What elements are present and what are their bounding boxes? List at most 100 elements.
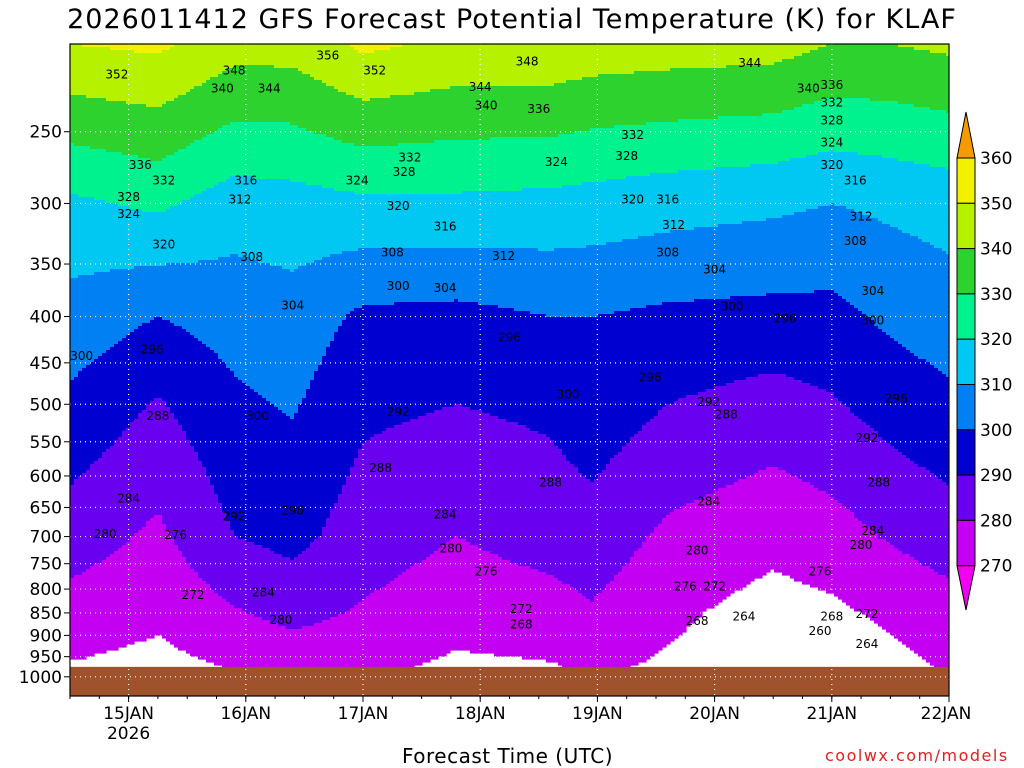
field-cell <box>134 419 139 534</box>
field-cell <box>594 77 599 129</box>
field-cell <box>582 77 587 132</box>
contour-label: 316 <box>844 173 867 187</box>
field-cell <box>102 98 107 150</box>
field-cell <box>446 140 451 195</box>
field-cell <box>414 563 419 666</box>
field-cell <box>570 185 575 249</box>
field-cell <box>714 68 719 120</box>
field-cell <box>542 434 547 573</box>
field-cell <box>490 44 495 87</box>
field-cell <box>366 146 371 195</box>
field-cell <box>206 347 211 477</box>
field-cell <box>922 566 927 660</box>
y-tick-label: 900 <box>30 626 62 646</box>
field-cell <box>382 305 387 432</box>
field-cell <box>830 44 835 99</box>
contour-label: 344 <box>738 56 761 70</box>
field-cell <box>706 44 711 69</box>
field-cell <box>474 191 479 249</box>
field-cell <box>822 206 827 291</box>
field-cell <box>258 395 263 546</box>
field-cell <box>846 152 851 210</box>
field-cell <box>674 302 679 402</box>
field-cell <box>354 194 359 252</box>
contour-label: 280 <box>850 538 873 552</box>
field-cell <box>558 317 563 450</box>
field-cell <box>162 212 167 267</box>
field-cell <box>782 215 787 294</box>
field-cell <box>270 404 275 552</box>
field-cell <box>490 416 495 555</box>
contour-label: 288 <box>539 475 562 489</box>
field-cell <box>366 194 371 249</box>
field-cell <box>630 125 635 177</box>
field-cell <box>802 53 807 105</box>
field-cell <box>442 407 447 546</box>
field-cell <box>470 86 475 141</box>
legend-swatch <box>956 474 976 521</box>
field-cell <box>718 44 723 69</box>
field-cell <box>874 155 879 219</box>
field-cell <box>114 344 119 441</box>
field-cell <box>494 554 499 657</box>
field-cell <box>182 557 187 651</box>
field-cell <box>70 44 75 96</box>
field-cell <box>710 227 715 300</box>
field-cell <box>74 479 79 576</box>
field-cell <box>918 359 923 468</box>
contour-label: 312 <box>228 192 251 206</box>
field-cell <box>798 212 803 294</box>
field-cell <box>350 608 355 687</box>
field-cell <box>266 620 271 681</box>
contour-label: 344 <box>469 80 492 94</box>
field-cell <box>734 65 739 117</box>
field-cell <box>750 164 755 222</box>
field-cell <box>566 44 571 81</box>
field-cell <box>146 521 151 639</box>
field-cell <box>738 44 743 66</box>
field-cell <box>898 161 903 231</box>
field-cell <box>90 47 95 99</box>
field-cell <box>398 194 403 249</box>
field-cell <box>390 581 395 675</box>
field-cell <box>342 485 347 615</box>
field-cell <box>402 143 407 195</box>
field-cell <box>682 119 687 171</box>
contour-label: 316 <box>656 192 679 206</box>
axes: 2503003504004505005506006507007508008509… <box>19 123 972 744</box>
field-cell <box>130 155 135 210</box>
field-cell <box>242 176 247 258</box>
field-cell <box>486 248 491 306</box>
field-cell <box>342 320 347 486</box>
field-cell <box>582 248 587 318</box>
field-cell <box>834 500 839 597</box>
field-cell <box>654 233 659 306</box>
terrain-band <box>70 666 949 696</box>
field-cell <box>106 44 111 48</box>
field-cell <box>230 371 235 531</box>
field-cell <box>706 170 711 228</box>
field-cell <box>566 80 571 135</box>
field-cell <box>270 551 275 624</box>
field-cell <box>394 578 399 675</box>
field-cell <box>838 44 843 99</box>
field-cell <box>930 245 935 366</box>
field-cell <box>506 248 511 309</box>
field-cell <box>406 422 411 570</box>
field-cell <box>470 545 475 654</box>
field-cell <box>770 218 775 294</box>
field-cell <box>302 626 307 690</box>
field-cell <box>590 182 595 246</box>
contour-label: 308 <box>656 246 679 260</box>
field-cell <box>442 545 447 657</box>
contour-label: 292 <box>387 405 410 419</box>
field-cell <box>702 227 707 300</box>
field-cell <box>638 548 643 663</box>
field-cell <box>214 44 219 78</box>
contour-label: 280 <box>94 527 117 541</box>
legend-label: 320 <box>980 330 1012 350</box>
field-cell <box>498 248 503 309</box>
field-cell <box>102 452 107 561</box>
field-cell <box>662 407 667 519</box>
